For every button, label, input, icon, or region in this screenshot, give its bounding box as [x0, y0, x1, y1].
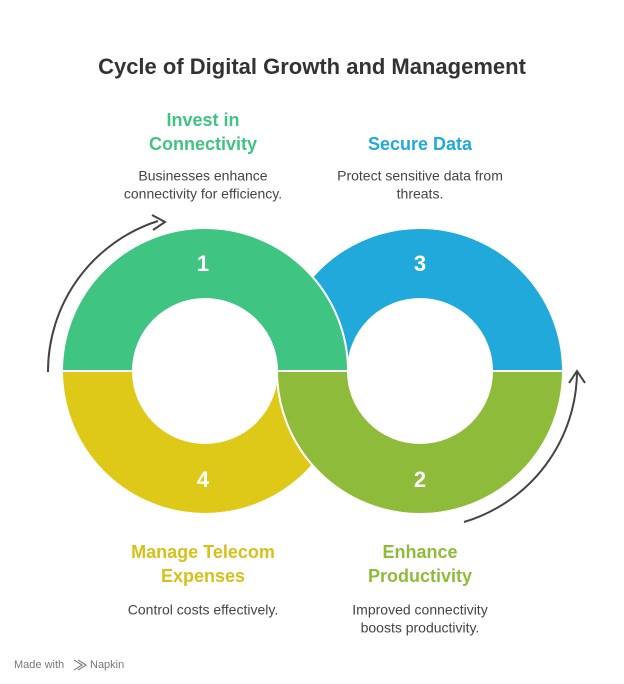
step-title: Enhance [382, 542, 457, 562]
step-description: connectivity for efficiency. [124, 186, 282, 202]
step-description: Improved connectivity [352, 602, 487, 618]
step-title: Secure Data [368, 134, 473, 154]
title: Cycle of Digital Growth and Management [98, 54, 527, 79]
step-number: 1 [197, 251, 209, 276]
cycle-arrow [463, 371, 578, 523]
napkin-icon [73, 659, 88, 671]
step-title: Productivity [368, 566, 472, 586]
footer-brand: Napkin [90, 659, 124, 671]
ring-segment [275, 227, 565, 372]
step-title: Invest in [166, 110, 239, 130]
cycle-arrow [46, 220, 159, 373]
rings [60, 227, 565, 515]
step-description: Protect sensitive data from [337, 168, 503, 184]
step-description: boosts productivity. [361, 620, 480, 636]
ring-segment [275, 370, 565, 515]
step-title: Manage Telecom [131, 542, 275, 562]
step-number: 3 [414, 251, 426, 276]
step-description: Businesses enhance [138, 168, 267, 184]
step-title: Connectivity [149, 134, 257, 154]
step-number: 2 [414, 467, 426, 492]
arrow-head [568, 369, 586, 384]
ring-segment [60, 370, 350, 515]
footer-text: Made with [14, 659, 64, 671]
step-description: Control costs effectively. [128, 602, 278, 618]
step-title: Expenses [161, 566, 245, 586]
step-description: threats. [397, 186, 444, 202]
ring-segment [60, 227, 350, 372]
step-number: 4 [197, 467, 210, 492]
arrow-head [151, 214, 167, 231]
